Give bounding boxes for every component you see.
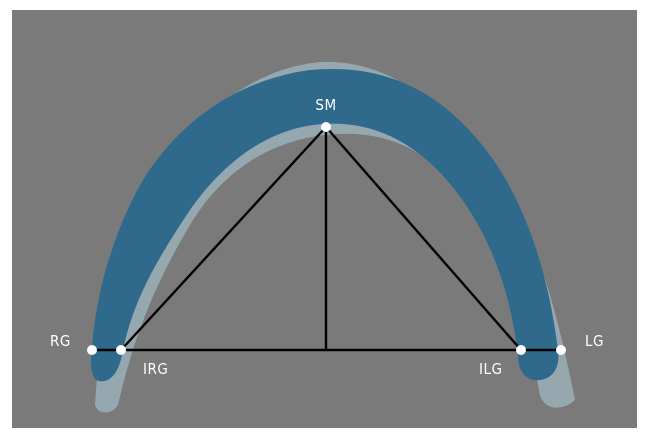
jaw-body bbox=[90, 68, 559, 382]
line-irg-sm bbox=[120, 126, 327, 351]
point-irg bbox=[116, 345, 126, 355]
measurement-lines bbox=[92, 126, 561, 352]
point-ilg bbox=[516, 345, 526, 355]
point-lg bbox=[556, 345, 566, 355]
label-rg: RG bbox=[50, 332, 71, 350]
landmark-points bbox=[87, 122, 566, 355]
label-lg: LG bbox=[585, 332, 604, 350]
point-rg bbox=[87, 345, 97, 355]
point-sm bbox=[321, 122, 331, 132]
label-ilg: ILG bbox=[479, 360, 502, 378]
label-sm: SM bbox=[315, 96, 336, 114]
line-ilg-sm bbox=[325, 126, 522, 351]
label-irg: IRG bbox=[143, 360, 168, 378]
